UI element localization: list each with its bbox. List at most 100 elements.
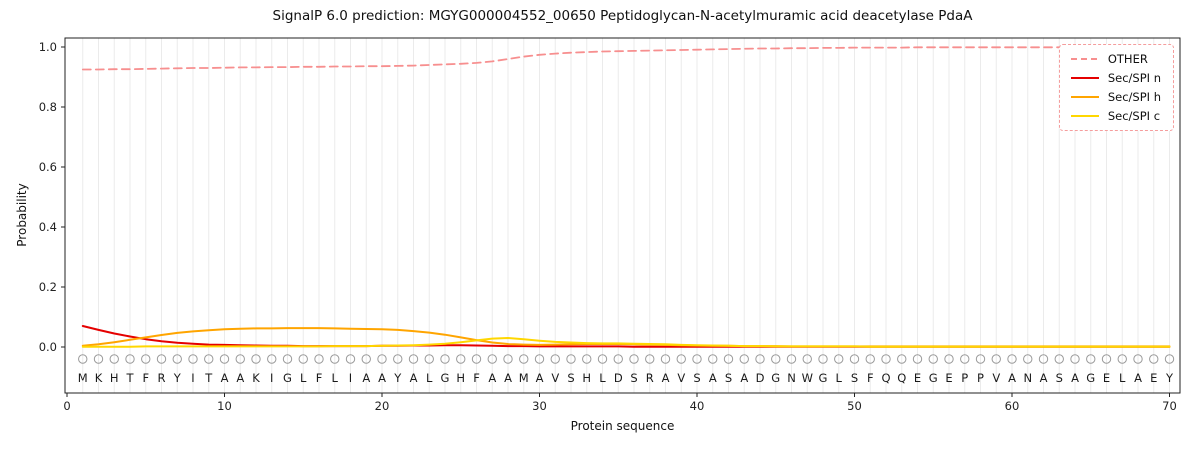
residue-letter: E — [1150, 371, 1157, 385]
residue-marker — [708, 354, 718, 364]
residue-marker — [298, 354, 308, 364]
residue-letter: Y — [393, 371, 402, 385]
residue-letter: N — [787, 371, 796, 385]
residue-marker — [141, 354, 151, 364]
residue-marker — [456, 354, 466, 364]
residue-marker — [534, 354, 545, 364]
residue-marker — [330, 354, 340, 364]
x-tick-label: 50 — [847, 399, 862, 413]
x-tick-label: 40 — [690, 399, 705, 413]
residue-letter: V — [677, 371, 685, 385]
y-tick-label: 0.2 — [39, 280, 57, 294]
residue-letter: A — [1008, 371, 1016, 385]
legend-line-sample — [1070, 77, 1099, 79]
residue-marker — [109, 354, 119, 364]
residue-letter: A — [1134, 371, 1142, 385]
residue-marker — [723, 354, 734, 364]
residue-letter: F — [142, 371, 149, 385]
residue-marker — [93, 354, 104, 364]
residue-letter: Y — [1165, 371, 1174, 385]
residue-letter: Q — [897, 371, 906, 385]
residue-marker — [188, 354, 198, 364]
residue-letter: A — [488, 371, 496, 385]
legend-label: OTHER — [1107, 52, 1148, 66]
residue-letter: Y — [173, 371, 182, 385]
residue-letter: S — [725, 371, 732, 385]
legend-label: Sec/SPI h — [1107, 90, 1161, 104]
residue-letter: A — [362, 371, 370, 385]
residue-letter: A — [504, 371, 512, 385]
residue-marker — [818, 354, 828, 364]
residue-marker — [1133, 354, 1143, 364]
legend-line-sample — [1070, 96, 1099, 98]
legend-item-sec-spi-h: Sec/SPI h — [1070, 90, 1161, 104]
residue-letter: D — [756, 371, 765, 385]
residue-marker — [834, 354, 844, 364]
residue-marker — [771, 354, 781, 364]
residue-letter: G — [1086, 371, 1095, 385]
residue-letter: N — [1023, 371, 1032, 385]
residue-letter: A — [709, 371, 717, 385]
y-tick-label: 0.0 — [39, 340, 57, 354]
residue-letter: R — [646, 371, 654, 385]
residue-marker — [991, 354, 1001, 364]
residue-marker — [267, 354, 277, 364]
residue-marker — [786, 354, 797, 364]
residue-marker — [393, 354, 403, 364]
residue-letter: H — [456, 371, 465, 385]
series-line-sec-spi-c — [81, 337, 1171, 348]
chart-title: SignalP 6.0 prediction: MGYG000004552_00… — [272, 8, 973, 24]
residue-marker — [597, 354, 608, 364]
residue-marker — [1164, 354, 1175, 364]
residue-letter: S — [693, 371, 700, 385]
residue-marker — [251, 354, 261, 364]
residue-marker — [377, 354, 387, 364]
residue-marker — [676, 354, 686, 364]
legend-line-sample — [1070, 58, 1099, 60]
residue-marker — [1149, 354, 1159, 364]
residue-marker — [219, 354, 230, 364]
residue-marker — [755, 354, 765, 364]
residue-marker — [566, 354, 576, 364]
residue-letter: L — [836, 371, 843, 385]
residue-letter: M — [519, 371, 529, 385]
y-axis-label: Probability — [15, 183, 29, 247]
residue-marker — [802, 354, 812, 364]
residue-marker — [897, 354, 907, 364]
x-tick-label: 70 — [1162, 399, 1177, 413]
residue-letter: A — [221, 371, 229, 385]
residue-letter: L — [1119, 371, 1126, 385]
residue-letter: T — [204, 371, 213, 385]
residue-marker — [156, 354, 167, 364]
residue-marker — [282, 354, 293, 364]
residue-marker — [235, 354, 245, 364]
residue-letter: W — [802, 371, 813, 385]
residue-letter: E — [914, 371, 921, 385]
residue-letter: A — [740, 371, 748, 385]
residue-letter: A — [378, 371, 386, 385]
residue-letter: D — [614, 371, 623, 385]
residue-marker — [314, 354, 324, 364]
residue-marker — [944, 354, 954, 364]
residue-marker — [1070, 354, 1080, 364]
residue-letter: H — [110, 371, 119, 385]
residue-letter: I — [270, 371, 273, 385]
residue-marker — [692, 354, 702, 364]
residue-marker — [881, 354, 891, 364]
legend-label: Sec/SPI n — [1107, 71, 1161, 85]
residue-letter: L — [300, 371, 307, 385]
legend-label: Sec/SPI c — [1107, 109, 1161, 123]
x-tick-label: 10 — [217, 399, 232, 413]
residue-letter: S — [567, 371, 574, 385]
series-line-other — [81, 46, 1171, 71]
residue-marker — [204, 354, 214, 364]
residue-letter: I — [349, 371, 352, 385]
residue-letter: A — [1040, 371, 1048, 385]
residue-letter: F — [316, 371, 323, 385]
residue-marker — [361, 354, 371, 364]
residue-marker — [1054, 354, 1064, 364]
residue-letter: A — [236, 371, 244, 385]
residue-marker — [1086, 354, 1096, 364]
